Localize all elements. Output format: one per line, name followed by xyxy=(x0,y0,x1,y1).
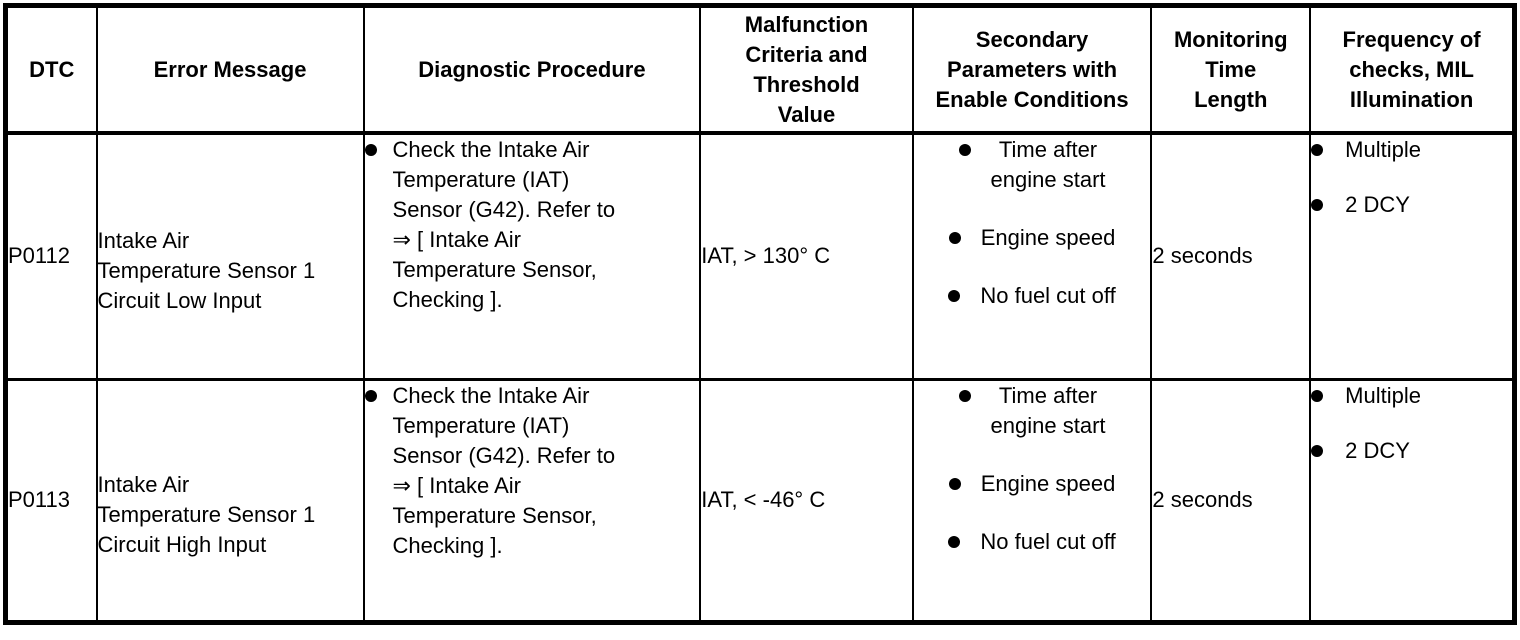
diagnostic-procedure-cell: Check the Intake Air Temperature (IAT) S… xyxy=(362,131,702,380)
error-message-cell: Intake Air Temperature Sensor 1 Circuit … xyxy=(95,131,365,380)
header-frequency: Frequency of checks, MIL Illumination xyxy=(1309,4,1516,135)
bullet-icon xyxy=(365,389,377,402)
frequency-text: Multiple xyxy=(1345,382,1421,408)
error-message-cell: Intake Air Temperature Sensor 1 Circuit … xyxy=(95,377,365,623)
monitoring-time-cell: 2 seconds xyxy=(1150,131,1312,380)
header-diagnostic-procedure: Diagnostic Procedure xyxy=(362,4,702,135)
table-header-row: DTC Error Message Diagnostic Procedure M… xyxy=(4,4,1516,135)
diagnostic-step: Check the Intake Air Temperature (IAT) S… xyxy=(365,382,699,561)
frequency-item: 2 DCY xyxy=(1312,436,1512,466)
dtc-diagnostic-table: DTC Error Message Diagnostic Procedure M… xyxy=(3,3,1517,625)
table-row: P0112 Intake Air Temperature Sensor 1 Ci… xyxy=(4,131,1516,380)
frequency-text: Multiple xyxy=(1345,137,1421,162)
secondary-parameter-item: No fuel cut off xyxy=(948,527,1116,557)
bullet-icon xyxy=(1312,444,1324,457)
dtc-code-cell: P0112 xyxy=(4,131,98,380)
monitoring-time-text: 2 seconds xyxy=(1152,243,1253,269)
secondary-parameters-list: Time after engine start Engine speed No … xyxy=(915,382,1150,585)
bullet-icon xyxy=(948,535,961,548)
malfunction-criteria-cell: IAT, > 130° C xyxy=(699,131,914,380)
bullet-icon xyxy=(948,232,961,244)
bullet-icon xyxy=(948,290,961,302)
secondary-parameter-item: Engine speed xyxy=(948,469,1116,499)
malfunction-criteria-text: IAT, < -46° C xyxy=(701,487,826,512)
secondary-parameter-text: Time after engine start xyxy=(990,382,1106,438)
malfunction-criteria-text: IAT, > 130° C xyxy=(701,243,831,269)
secondary-parameter-item: Time after engine start xyxy=(958,382,1106,441)
secondary-parameter-item: Engine speed xyxy=(948,223,1116,253)
secondary-parameter-text: Engine speed xyxy=(980,470,1116,496)
secondary-parameter-text: Engine speed xyxy=(980,225,1116,250)
secondary-parameter-text: Time after engine start xyxy=(990,137,1106,192)
secondary-parameters-cell: Time after engine start Engine speed No … xyxy=(911,377,1153,623)
bullet-icon xyxy=(948,477,961,490)
secondary-parameters-cell: Time after engine start Engine speed No … xyxy=(911,131,1153,380)
diagnostic-procedure-cell: Check the Intake Air Temperature (IAT) S… xyxy=(362,377,702,623)
frequency-item: Multiple xyxy=(1312,136,1512,165)
header-dtc: DTC xyxy=(4,4,98,135)
dtc-code: P0113 xyxy=(8,487,70,512)
monitoring-time-cell: 2 seconds xyxy=(1150,377,1312,623)
bullet-icon xyxy=(1312,389,1324,402)
table-row: P0113 Intake Air Temperature Sensor 1 Ci… xyxy=(4,377,1516,623)
bullet-icon xyxy=(365,144,377,156)
frequency-text: 2 DCY xyxy=(1345,437,1410,463)
monitoring-time-text: 2 seconds xyxy=(1152,487,1253,512)
frequency-text: 2 DCY xyxy=(1345,192,1410,217)
dtc-code: P0112 xyxy=(8,243,70,269)
diagnostic-step-text: Check the Intake Air Temperature (IAT) S… xyxy=(392,382,616,558)
frequency-item: 2 DCY xyxy=(1312,190,1512,220)
error-message-text: Intake Air Temperature Sensor 1 Circuit … xyxy=(97,472,316,557)
secondary-parameter-item: No fuel cut off xyxy=(948,281,1116,311)
header-error-message: Error Message xyxy=(95,4,365,135)
diagnostic-step: Check the Intake Air Temperature (IAT) S… xyxy=(365,136,699,315)
malfunction-criteria-cell: IAT, < -46° C xyxy=(699,377,914,623)
header-monitoring-time: Monitoring Time Length xyxy=(1150,4,1312,135)
error-message-text: Intake Air Temperature Sensor 1 Circuit … xyxy=(97,228,316,314)
dtc-code-cell: P0113 xyxy=(4,377,98,623)
secondary-parameters-list: Time after engine start Engine speed No … xyxy=(915,136,1150,339)
bullet-icon xyxy=(958,389,971,402)
bullet-icon xyxy=(1312,144,1324,156)
secondary-parameter-text: No fuel cut off xyxy=(980,528,1116,554)
header-malfunction-criteria: Malfunction Criteria and Threshold Value xyxy=(699,4,914,135)
secondary-parameter-text: No fuel cut off xyxy=(980,283,1116,308)
frequency-cell: Multiple 2 DCY xyxy=(1309,377,1516,623)
frequency-cell: Multiple 2 DCY xyxy=(1309,131,1516,380)
secondary-parameter-item: Time after engine start xyxy=(958,136,1106,195)
frequency-item: Multiple xyxy=(1312,382,1512,411)
bullet-icon xyxy=(1312,199,1324,211)
header-secondary-parameters: Secondary Parameters with Enable Conditi… xyxy=(911,4,1153,135)
diagnostic-step-text: Check the Intake Air Temperature (IAT) S… xyxy=(392,137,616,312)
bullet-icon xyxy=(958,144,971,156)
